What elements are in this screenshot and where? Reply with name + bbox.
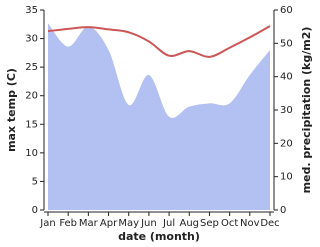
y-tick-label: 25 [25, 62, 38, 73]
x-tick-label: Nov [240, 218, 260, 229]
x-tick-label: Mar [79, 218, 99, 229]
x-tick-label: Dec [260, 218, 279, 229]
y-tick-label: 0 [32, 205, 38, 216]
y2-axis-label: med. precipitation (kg/m2) [300, 27, 313, 194]
y-tick-label: 35 [25, 5, 38, 16]
x-tick-label: Feb [59, 218, 77, 229]
y2-tick-label: 0 [280, 205, 286, 216]
y-tick-label: 5 [32, 176, 38, 187]
y2-tick-label: 10 [280, 172, 293, 183]
x-tick-label: Jul [162, 218, 175, 229]
y2-tick-label: 30 [280, 105, 293, 116]
y-axis-label: max temp (C) [5, 68, 18, 152]
y-tick-label: 20 [25, 91, 38, 102]
y2-tick-label: 50 [280, 38, 293, 49]
y2-tick-label: 40 [280, 72, 293, 83]
precipitation-area [48, 23, 270, 211]
x-tick-label: May [118, 218, 139, 229]
y-tick-label: 10 [25, 148, 38, 159]
x-tick-label: Oct [221, 218, 238, 229]
y-tick-label: 30 [25, 34, 38, 45]
x-tick-label: Aug [180, 218, 200, 229]
y2-tick-label: 20 [280, 138, 293, 149]
x-tick-label: Apr [100, 218, 118, 229]
y2-tick-label: 60 [280, 5, 293, 16]
temperature-line [47, 25, 271, 58]
x-tick-label: Jan [39, 218, 55, 229]
x-axis-label: date (month) [118, 230, 200, 243]
x-tick-label: Jun [140, 218, 157, 229]
x-tick-label: Sep [200, 218, 219, 229]
y-tick-label: 15 [25, 119, 38, 130]
